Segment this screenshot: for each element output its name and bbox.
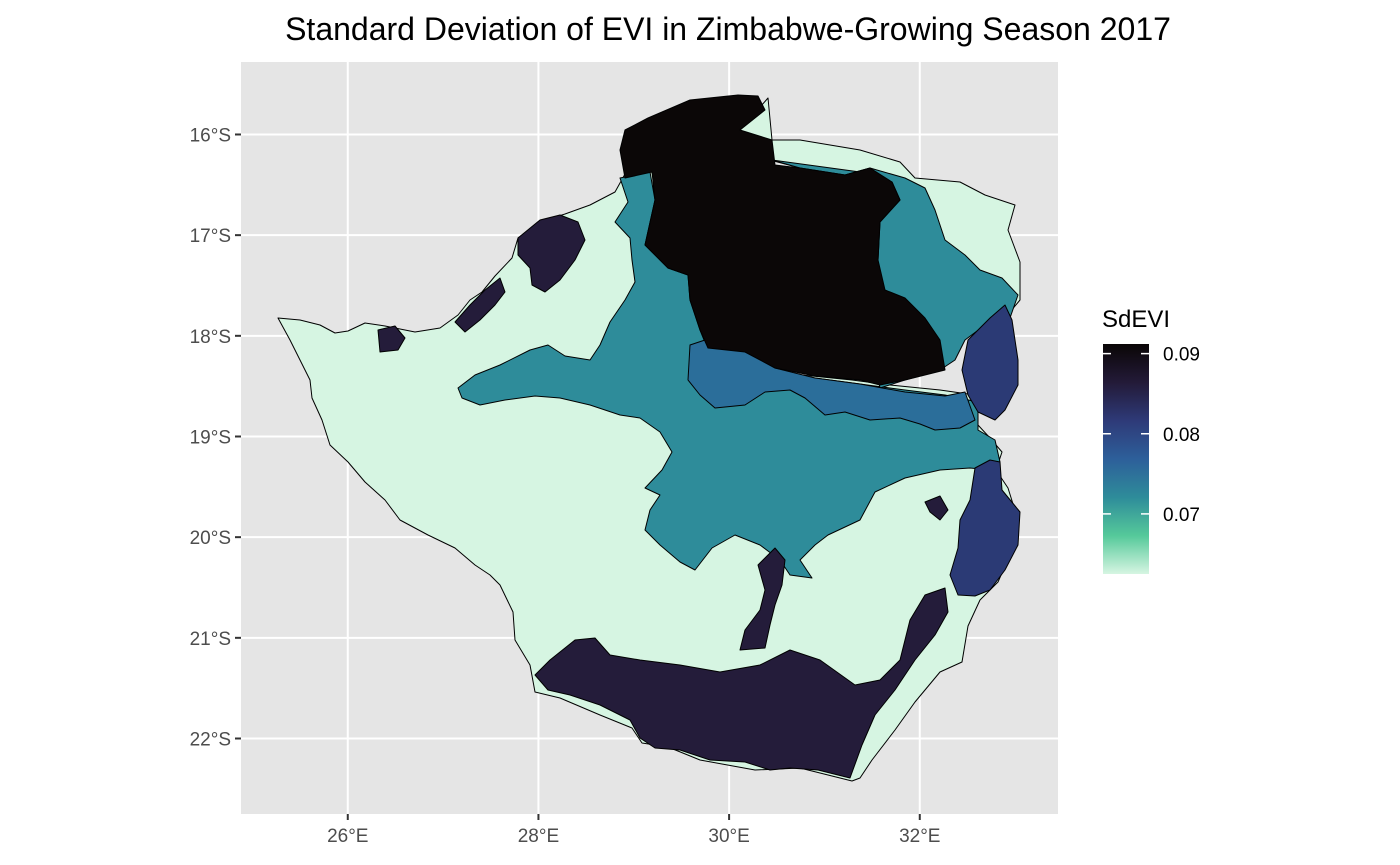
x-tick-label-0: 26°E: [327, 826, 368, 847]
x-tick-label-1: 28°E: [518, 826, 559, 847]
region-northwest-very-high-1: [517, 214, 586, 293]
region-east-medium-blue: [687, 339, 976, 431]
y-tick-label-5: 21°S: [190, 629, 231, 650]
region-west-very-high: [377, 325, 406, 353]
map-title: Standard Deviation of EVI in Zimbabwe-Gr…: [285, 11, 1171, 47]
x-tick-label-2: 30°E: [708, 826, 749, 847]
region-northwest-very-high-2: [454, 277, 506, 333]
y-tick-label-4: 20°S: [190, 528, 231, 549]
y-axis: 16°S 17°S 18°S 19°S 20°S 21°S 22°S: [190, 125, 241, 750]
y-tick-label-0: 16°S: [190, 125, 231, 146]
region-south-very-high: [534, 587, 949, 779]
legend-label-2: 0.07: [1163, 505, 1200, 526]
legend-title: SdEVI: [1102, 306, 1170, 333]
map-panel: 16°S 17°S 18°S 19°S 20°S 21°S 22°S 26°E 28°E 30°…: [190, 62, 1058, 847]
x-tick-label-3: 32°E: [899, 826, 940, 847]
region-east-high-upper: [961, 304, 1019, 421]
legend: SdEVI 0.09 0.08 0.07: [1102, 306, 1200, 574]
y-tick-label-1: 17°S: [190, 226, 231, 247]
legend-colorbar: [1103, 344, 1149, 574]
region-southeast-very-high: [924, 495, 949, 521]
legend-label-1: 0.08: [1163, 425, 1200, 446]
y-tick-label-3: 19°S: [190, 427, 231, 448]
y-tick-label-6: 22°S: [190, 729, 231, 750]
legend-breaks: 0.09 0.08 0.07: [1103, 345, 1200, 526]
y-tick-label-2: 18°S: [190, 327, 231, 348]
x-axis: 26°E 28°E 30°E 32°E: [327, 814, 940, 847]
region-central-south-very-high: [739, 547, 786, 651]
zimbabwe-districts: [277, 94, 1021, 782]
region-north-max: [619, 94, 946, 386]
region-east-high-lower: [949, 459, 1021, 597]
legend-label-0: 0.09: [1163, 345, 1200, 366]
